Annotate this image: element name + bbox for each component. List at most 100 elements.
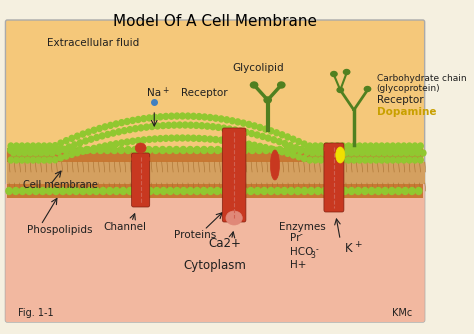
Ellipse shape bbox=[19, 157, 25, 163]
Ellipse shape bbox=[270, 147, 276, 154]
Ellipse shape bbox=[224, 138, 229, 144]
Ellipse shape bbox=[401, 147, 407, 154]
Ellipse shape bbox=[130, 138, 136, 144]
Ellipse shape bbox=[153, 147, 159, 154]
Ellipse shape bbox=[35, 147, 42, 154]
Ellipse shape bbox=[268, 128, 274, 134]
Ellipse shape bbox=[136, 117, 141, 123]
Ellipse shape bbox=[86, 147, 91, 153]
Ellipse shape bbox=[172, 122, 177, 128]
Ellipse shape bbox=[136, 138, 141, 144]
Ellipse shape bbox=[329, 143, 335, 149]
Ellipse shape bbox=[110, 130, 116, 136]
Ellipse shape bbox=[379, 157, 384, 163]
Ellipse shape bbox=[119, 140, 124, 146]
Ellipse shape bbox=[390, 143, 395, 149]
Ellipse shape bbox=[401, 157, 407, 163]
Ellipse shape bbox=[44, 150, 50, 156]
Ellipse shape bbox=[278, 82, 285, 88]
Text: Glycolipid: Glycolipid bbox=[232, 63, 283, 73]
Ellipse shape bbox=[337, 88, 344, 93]
Ellipse shape bbox=[389, 187, 395, 194]
Ellipse shape bbox=[285, 134, 291, 140]
Ellipse shape bbox=[208, 147, 214, 154]
Ellipse shape bbox=[174, 187, 180, 194]
Ellipse shape bbox=[127, 127, 133, 133]
Ellipse shape bbox=[252, 142, 257, 148]
Ellipse shape bbox=[373, 147, 380, 154]
Ellipse shape bbox=[268, 187, 274, 194]
Ellipse shape bbox=[296, 154, 301, 160]
Ellipse shape bbox=[119, 120, 124, 126]
Text: Enzymes: Enzymes bbox=[280, 222, 326, 232]
Ellipse shape bbox=[107, 187, 113, 194]
Ellipse shape bbox=[147, 187, 153, 194]
Ellipse shape bbox=[146, 115, 152, 121]
Ellipse shape bbox=[58, 140, 64, 146]
Ellipse shape bbox=[182, 122, 188, 128]
Ellipse shape bbox=[111, 147, 118, 154]
Text: -: - bbox=[300, 230, 302, 239]
Ellipse shape bbox=[127, 187, 133, 194]
Text: Channel: Channel bbox=[104, 222, 147, 232]
Ellipse shape bbox=[93, 187, 100, 194]
Ellipse shape bbox=[276, 139, 282, 145]
Ellipse shape bbox=[246, 141, 252, 147]
Ellipse shape bbox=[398, 150, 404, 156]
Ellipse shape bbox=[335, 143, 340, 149]
Ellipse shape bbox=[36, 143, 41, 149]
Ellipse shape bbox=[235, 147, 242, 154]
Ellipse shape bbox=[387, 150, 393, 156]
Ellipse shape bbox=[61, 146, 66, 152]
Ellipse shape bbox=[194, 187, 200, 194]
Ellipse shape bbox=[415, 150, 420, 156]
Ellipse shape bbox=[152, 114, 157, 120]
Ellipse shape bbox=[30, 157, 36, 163]
Text: Ca2+: Ca2+ bbox=[209, 236, 241, 249]
Ellipse shape bbox=[134, 187, 140, 194]
Ellipse shape bbox=[412, 143, 418, 149]
Ellipse shape bbox=[8, 143, 14, 149]
Ellipse shape bbox=[321, 150, 326, 156]
Ellipse shape bbox=[187, 187, 193, 194]
Ellipse shape bbox=[214, 187, 220, 194]
FancyBboxPatch shape bbox=[5, 183, 425, 322]
Ellipse shape bbox=[122, 128, 127, 134]
Ellipse shape bbox=[301, 141, 307, 147]
Ellipse shape bbox=[318, 143, 324, 149]
Text: 3: 3 bbox=[310, 250, 315, 260]
Ellipse shape bbox=[382, 150, 387, 156]
Text: Fig. 1-1: Fig. 1-1 bbox=[18, 308, 54, 318]
Ellipse shape bbox=[42, 147, 48, 154]
Ellipse shape bbox=[28, 147, 35, 154]
Ellipse shape bbox=[215, 147, 221, 154]
Ellipse shape bbox=[97, 126, 102, 132]
Ellipse shape bbox=[363, 143, 368, 149]
Ellipse shape bbox=[91, 147, 97, 154]
Ellipse shape bbox=[159, 147, 166, 154]
Ellipse shape bbox=[180, 113, 185, 119]
Text: KMc: KMc bbox=[392, 308, 412, 318]
Ellipse shape bbox=[74, 133, 80, 139]
Ellipse shape bbox=[113, 141, 119, 147]
Ellipse shape bbox=[116, 129, 121, 135]
Ellipse shape bbox=[242, 147, 248, 154]
Ellipse shape bbox=[365, 150, 371, 156]
Ellipse shape bbox=[202, 114, 207, 120]
Ellipse shape bbox=[393, 150, 398, 156]
Ellipse shape bbox=[368, 157, 374, 163]
Ellipse shape bbox=[348, 150, 354, 156]
Ellipse shape bbox=[224, 117, 229, 123]
Ellipse shape bbox=[402, 187, 409, 194]
Ellipse shape bbox=[346, 147, 352, 154]
Ellipse shape bbox=[80, 148, 86, 154]
Ellipse shape bbox=[91, 127, 97, 133]
Ellipse shape bbox=[232, 127, 238, 133]
Ellipse shape bbox=[281, 187, 288, 194]
Ellipse shape bbox=[180, 135, 185, 141]
Text: Model Of A Cell Membrane: Model Of A Cell Membrane bbox=[113, 14, 317, 29]
Ellipse shape bbox=[348, 187, 355, 194]
Ellipse shape bbox=[100, 187, 106, 194]
Text: Receptor: Receptor bbox=[376, 95, 423, 105]
Ellipse shape bbox=[132, 154, 150, 164]
